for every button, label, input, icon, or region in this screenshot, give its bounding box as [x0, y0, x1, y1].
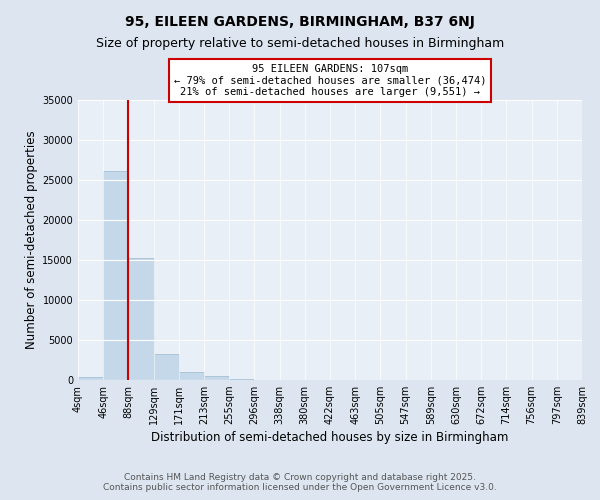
Bar	[229, 379, 254, 380]
Text: Contains HM Land Registry data © Crown copyright and database right 2025.
Contai: Contains HM Land Registry data © Crown c…	[103, 473, 497, 492]
Y-axis label: Number of semi-detached properties: Number of semi-detached properties	[25, 130, 38, 350]
X-axis label: Distribution of semi-detached houses by size in Birmingham: Distribution of semi-detached houses by …	[151, 432, 509, 444]
Text: 95, EILEEN GARDENS, BIRMINGHAM, B37 6NJ: 95, EILEEN GARDENS, BIRMINGHAM, B37 6NJ	[125, 15, 475, 29]
Text: 95 EILEEN GARDENS: 107sqm
← 79% of semi-detached houses are smaller (36,474)
21%: 95 EILEEN GARDENS: 107sqm ← 79% of semi-…	[174, 64, 486, 97]
Bar	[179, 372, 204, 380]
Bar	[128, 258, 154, 380]
Bar	[204, 376, 229, 380]
Bar	[154, 354, 179, 380]
Text: Size of property relative to semi-detached houses in Birmingham: Size of property relative to semi-detach…	[96, 38, 504, 51]
Bar	[78, 377, 103, 380]
Bar	[103, 171, 128, 380]
